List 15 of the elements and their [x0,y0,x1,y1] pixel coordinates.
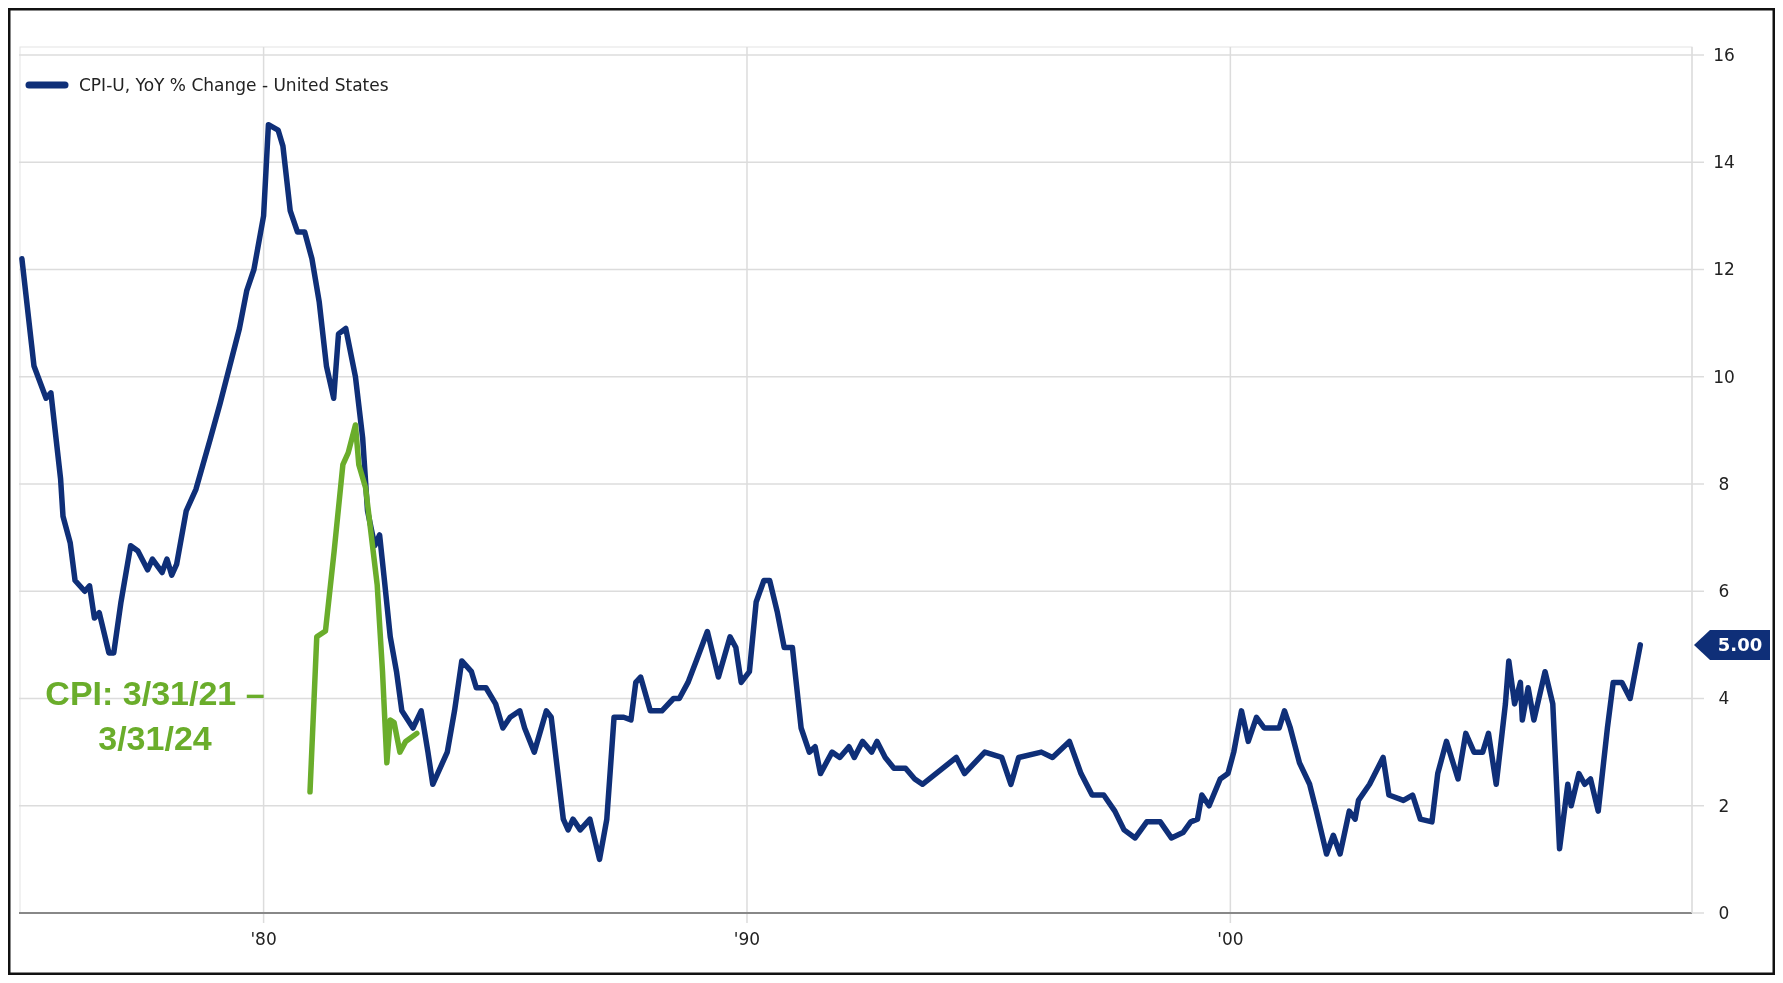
y-tick-label: 2 [1718,795,1730,816]
y-tick-label: 16 [1713,44,1735,65]
text: 5.00 [1717,634,1763,656]
y-tick-label: 4 [1718,688,1730,709]
series-label: CPI: 3/31/21 – 3/31/24 [45,673,265,757]
x-tick-label: '00 [1217,929,1244,949]
y-tick-label: 6 [1718,581,1730,602]
y-tick-label: 8 [1718,473,1730,494]
y-tick-label: 0 [1718,902,1730,923]
legend-label: CPI-U, YoY % Change - United States [79,74,389,95]
x-tick-label: '90 [733,929,761,949]
y-tick-label: 14 [1713,152,1735,173]
x-tick-label: '80 [250,929,277,949]
y-tick-label: 12 [1713,259,1735,280]
y-tick-label: 10 [1713,366,1735,387]
